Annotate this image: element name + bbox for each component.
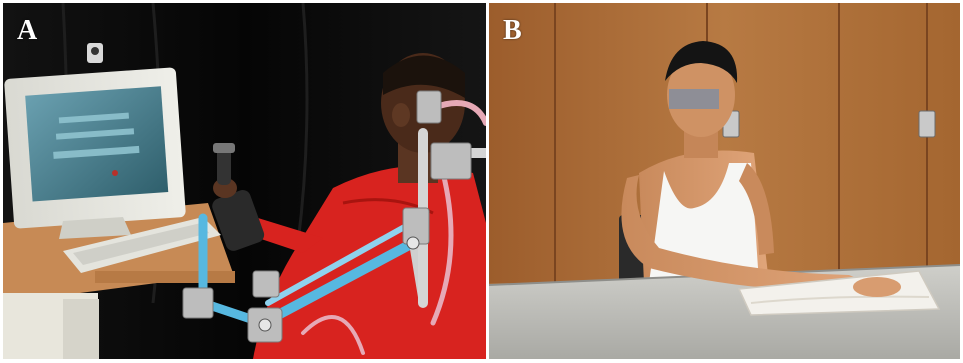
panel-label-b: B [503, 15, 522, 46]
panel-b: B [489, 3, 960, 359]
person-arm [621, 175, 874, 295]
cabinet-handle [918, 110, 936, 138]
panel-label-a: A [17, 15, 38, 46]
panel-a-photo [3, 3, 486, 359]
hand [853, 277, 901, 297]
monitor-screen [25, 86, 169, 202]
panel-a: A [3, 3, 486, 359]
panel-b-photo [489, 3, 960, 359]
arm-brace [212, 190, 265, 251]
joystick-handle [217, 145, 231, 185]
privacy-eye-bar [669, 89, 719, 109]
